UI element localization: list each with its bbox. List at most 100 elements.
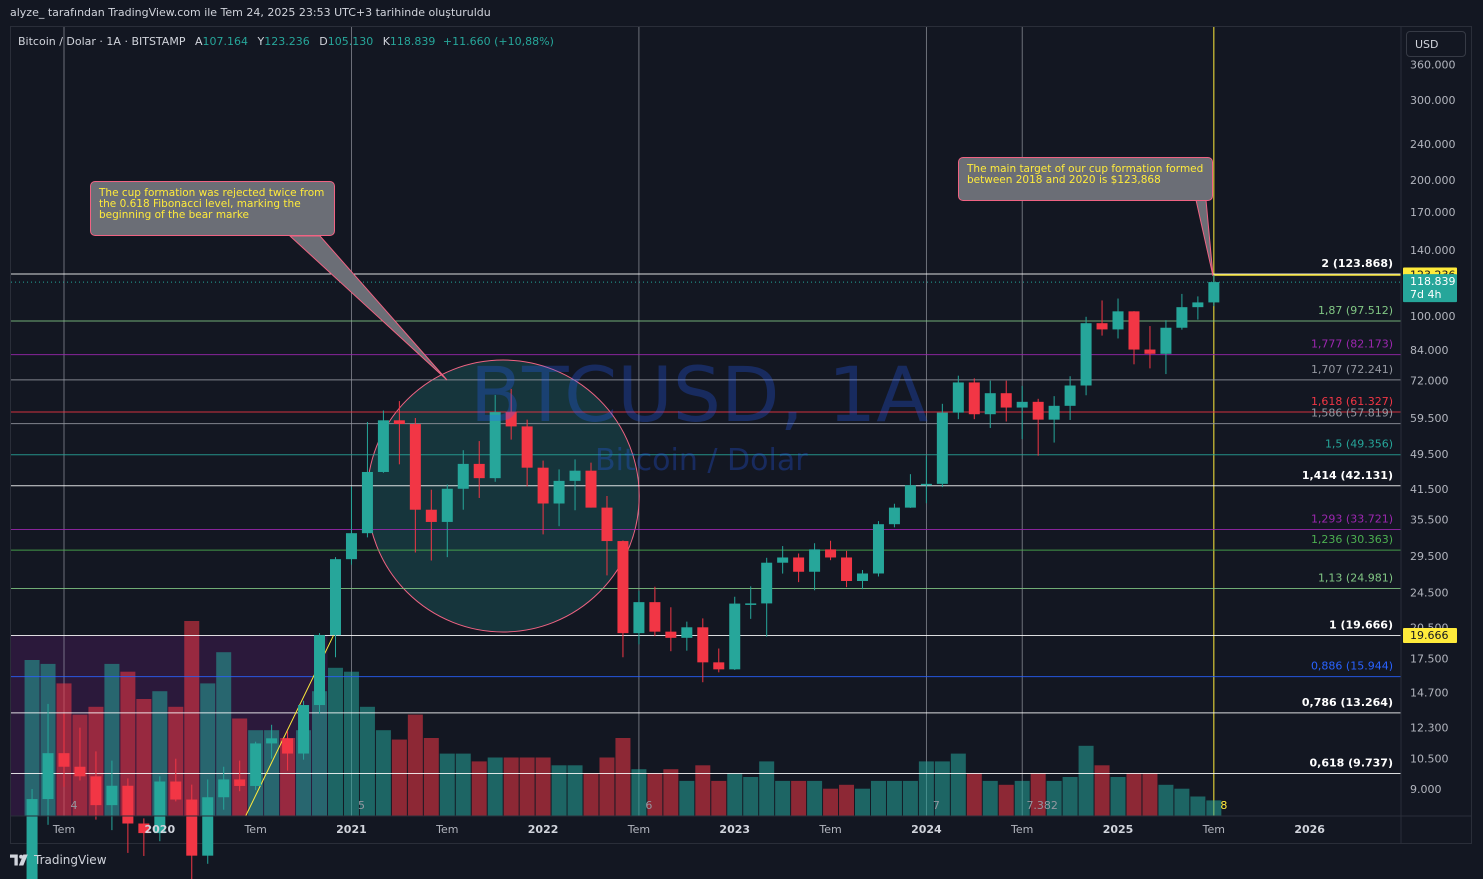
candle-body [1176,307,1188,328]
volume-bar [455,753,471,816]
fib-level-label: 0,786 (13.264) [1302,696,1393,709]
candle-body [58,753,70,767]
candle-body [857,573,868,581]
candle-body [377,420,389,472]
x-tick-label: Tem [1202,823,1225,836]
candle-body [777,557,789,563]
volume-bar [934,761,950,816]
candle-body [665,631,677,638]
volume-bar [679,780,695,816]
candle-body [266,738,278,744]
candle-body [202,797,214,856]
candle-body [697,627,709,663]
candle-body [1112,311,1124,330]
volume-bar [439,753,455,816]
candle-body [26,799,38,879]
volume-bar [823,788,839,816]
volume-bar [184,621,200,816]
x-tick-label: 2023 [719,823,750,836]
currency-selector[interactable]: USD [1406,31,1466,57]
volume-bar [1062,777,1078,816]
fib-level-label: 1,293 (33.721) [1311,513,1393,526]
fib-level-label: 2 (123.868) [1321,257,1393,270]
candle-body [218,779,230,798]
candle-body [569,470,581,481]
volume-bar [391,739,407,816]
callout-main-target[interactable]: The main target of our cup formation for… [958,157,1213,201]
volume-bar [759,761,775,816]
fib-level-label: 1,586 (57.819) [1311,407,1393,420]
volume-bar [855,788,870,816]
candle-body [361,471,373,534]
candle-body [841,557,853,581]
x-tick-label: 2025 [1103,823,1134,836]
close-value: 118.839 [389,35,436,48]
candle-body [425,509,437,522]
price-badge-text: 118.839 [1410,275,1456,288]
callout-cup-rejection[interactable]: The cup formation was rejected twice fro… [90,181,335,236]
candle-body [920,483,932,486]
fib-level-label: 1,5 (49.356) [1325,438,1393,451]
candle-body [1192,302,1204,308]
volume-bar [775,780,791,816]
volume-bar [886,780,902,816]
volume-bar [982,780,998,816]
candle-body [1000,393,1012,408]
volume-bar [1014,780,1030,816]
candle-body [968,382,980,415]
candle-body [713,662,725,670]
open-value: 107.164 [202,35,248,48]
volume-bar [407,714,423,816]
x-tick-label: Tem [627,823,650,836]
volume-bar [583,773,599,816]
candle-body [1144,349,1156,354]
footer-label: TradingView [34,853,107,867]
y-tick-label: 14.700 [1410,687,1449,700]
y-tick-label: 300.000 [1410,94,1456,107]
x-tick-label: Tem [52,823,75,836]
low-value: 105.130 [327,35,374,48]
x-tick-label: 2022 [528,823,559,836]
x-tick-label: Tem [435,823,458,836]
y-tick-label: 360.000 [1410,58,1456,71]
candle-body [282,738,294,754]
cycle-marker-label: 5 [358,799,365,812]
candle-body [617,541,629,634]
change-value: +11.660 (+10,88%) [442,35,554,48]
y-tick-label: 84.000 [1410,344,1449,357]
candle-body [234,779,246,786]
candle-body [1160,327,1172,354]
volume-bar [487,757,503,816]
x-tick-label: 2020 [145,823,176,836]
price-badge [1403,274,1457,303]
candle-body [681,627,693,638]
candle-body [154,781,166,834]
candle-body [761,562,773,604]
volume-bar [807,780,823,816]
fib-level-label: 1,618 (61.327) [1311,395,1393,408]
volume-bar [1190,796,1206,816]
x-tick-label: 2026 [1294,823,1325,836]
symbol-label[interactable]: Bitcoin / Dolar · 1A · BITSTAMP [18,35,186,48]
candle-body [505,412,517,427]
cycle-marker-label: 6 [645,799,652,812]
volume-bar [200,683,216,816]
volume-bar [120,671,136,816]
volume-bar [535,757,551,816]
candle-body [936,412,948,484]
volume-bar [839,784,855,816]
volume-bar [1110,777,1126,816]
volume-bar [615,738,631,816]
candle-body [329,559,341,636]
ohlc-legend: Bitcoin / Dolar · 1A · BITSTAMP A107.164… [18,35,554,48]
candle-body [952,382,964,413]
candle-body [1032,401,1044,420]
fib-level-label: 0,618 (9.737) [1310,757,1393,770]
cycle-marker-label: 4 [71,799,78,812]
x-tick-label: Tem [1010,823,1033,836]
candle-body [122,785,134,824]
volume-bar [998,784,1014,816]
volume-bar [647,773,663,816]
volume-bar [870,780,886,816]
